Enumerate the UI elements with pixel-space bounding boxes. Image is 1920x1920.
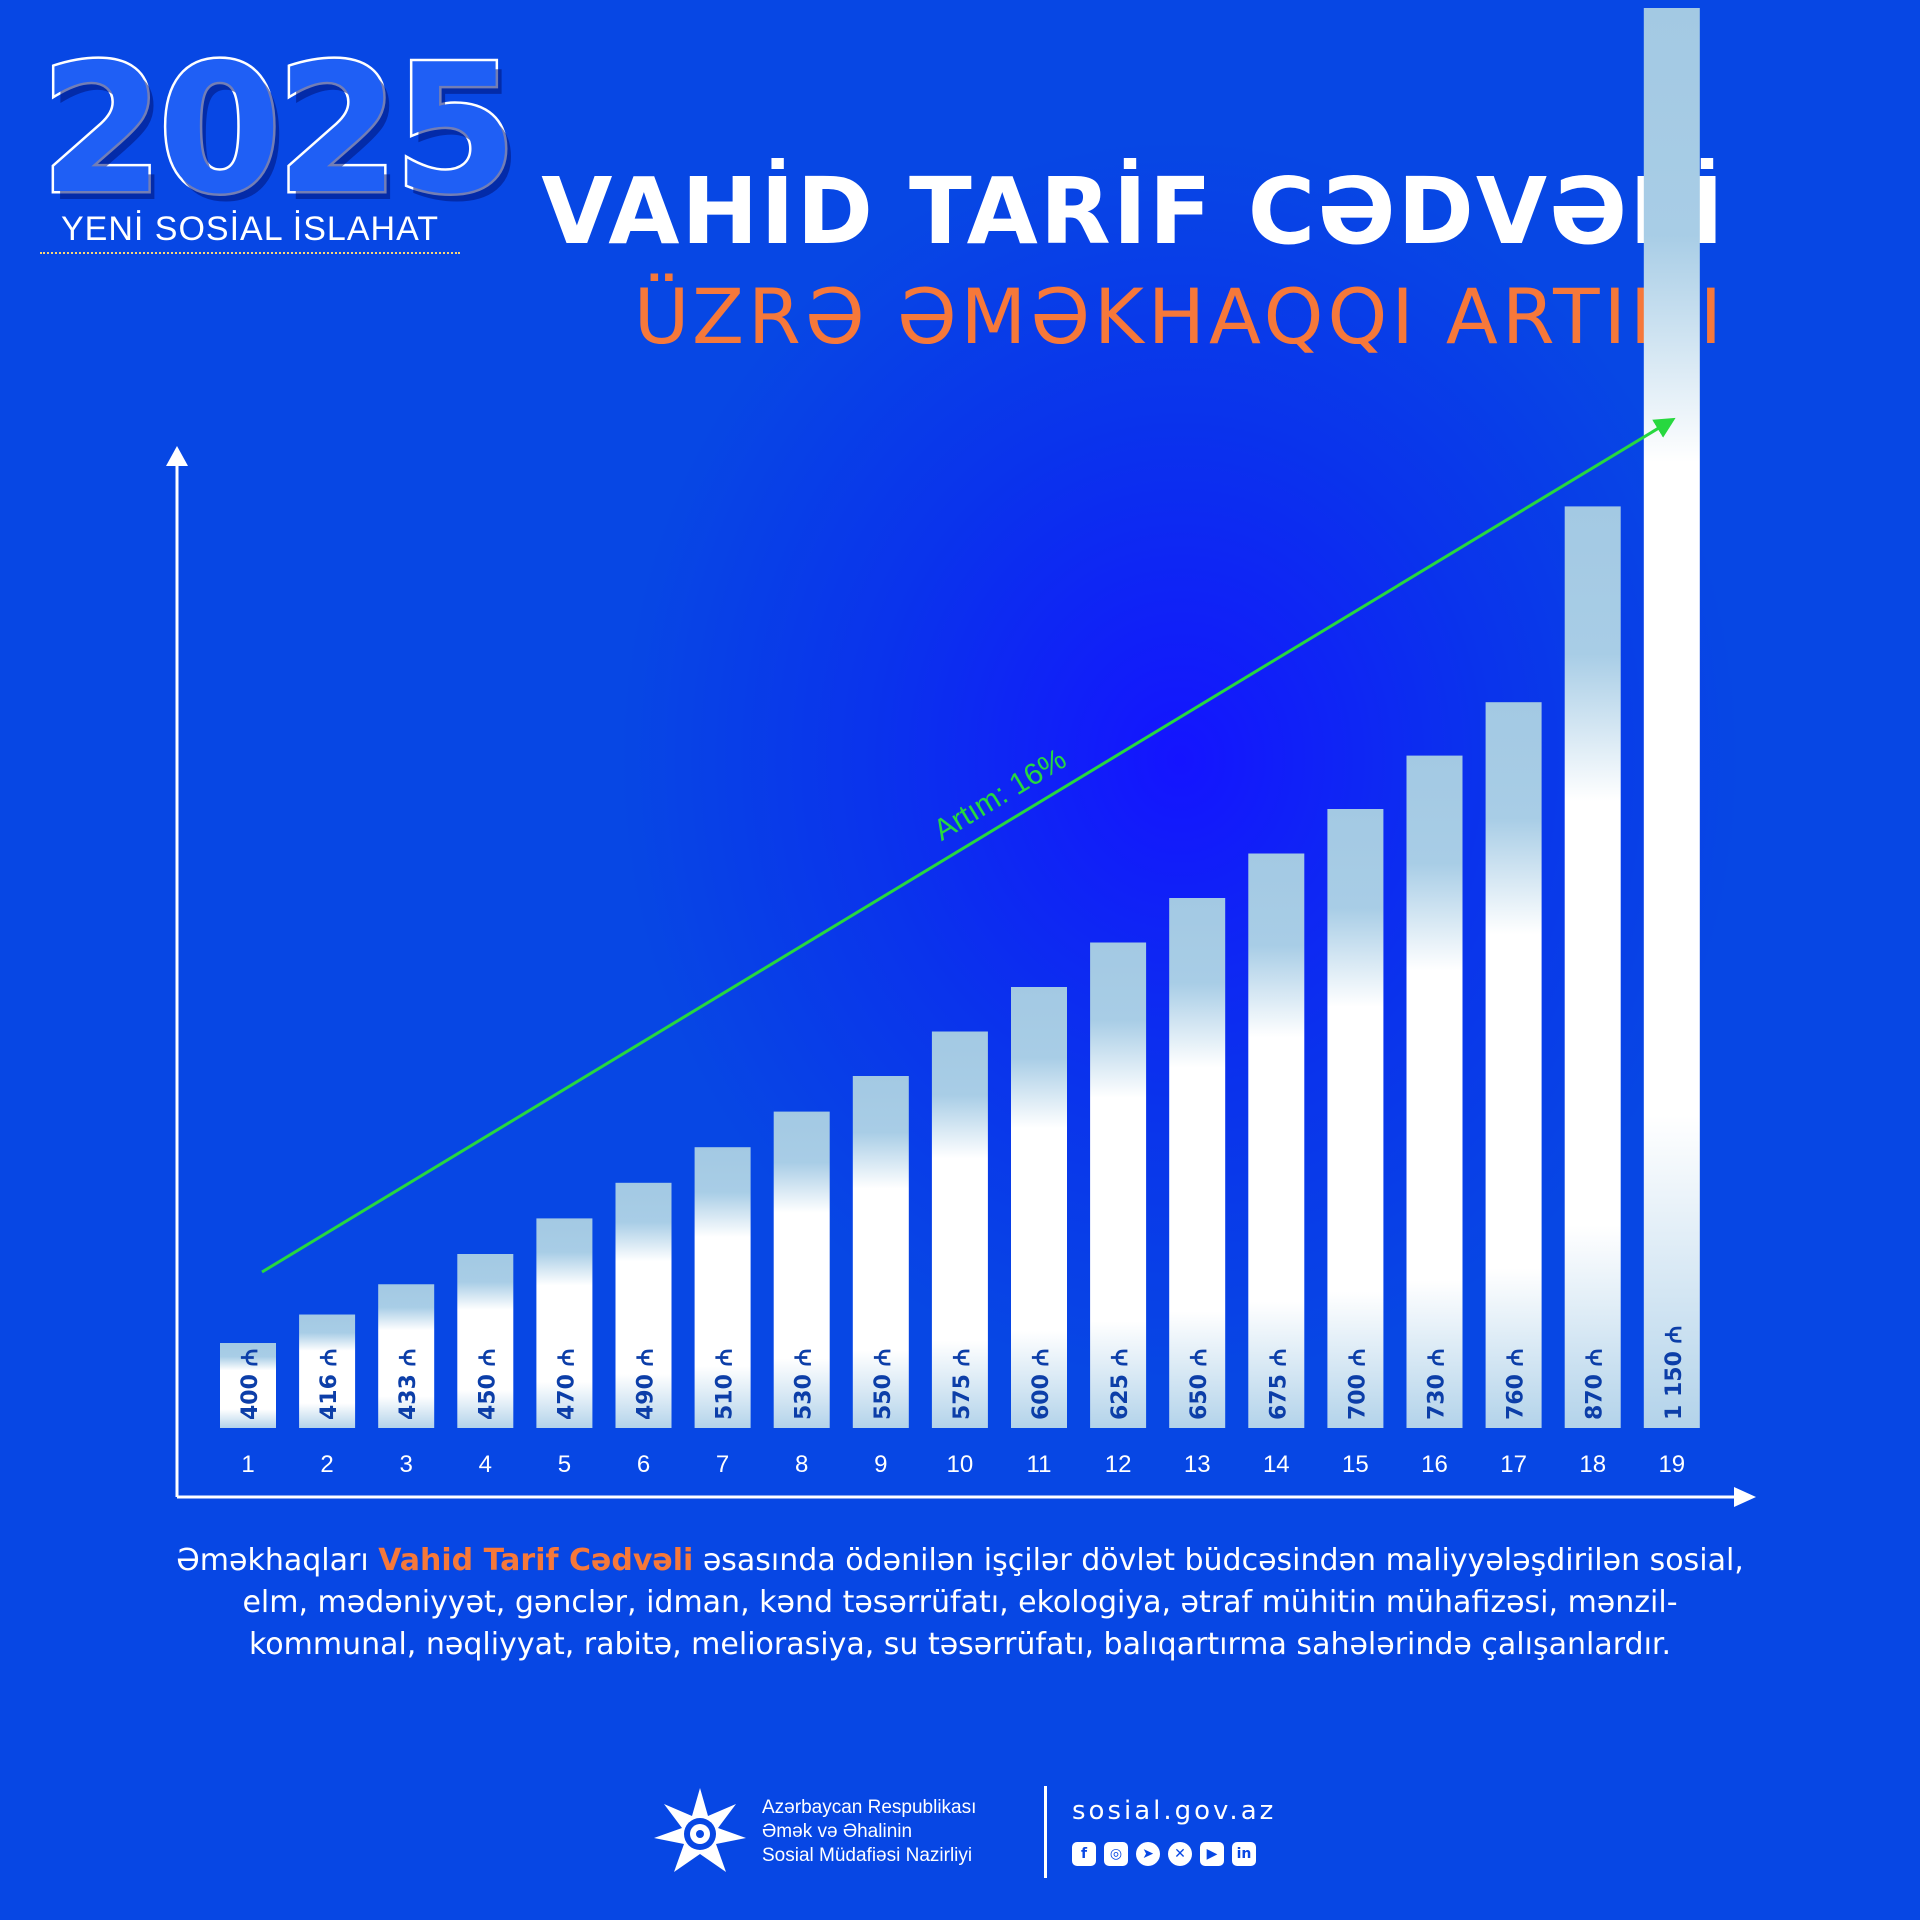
description-highlight: Vahid Tarif Cədvəli: [378, 1543, 694, 1578]
bar-2: [299, 1314, 356, 1428]
website-link[interactable]: sosial.gov.az: [1072, 1796, 1277, 1826]
x-tick-14: 14: [1263, 1451, 1290, 1478]
bar-9: [852, 1076, 909, 1428]
bar-4: [457, 1254, 514, 1428]
x-tick-4: 4: [479, 1451, 492, 1478]
bar-10: [931, 1031, 988, 1428]
bar-8: [773, 1111, 830, 1428]
value-label-7: 510 ₼: [713, 1349, 738, 1420]
value-label-18: 870 ₼: [1583, 1349, 1608, 1420]
x-tick-6: 6: [637, 1451, 650, 1478]
ministry-line-3: Sosial Müdafiəsi Nazirliyi: [762, 1845, 973, 1866]
bar-3: [378, 1284, 435, 1428]
x-tick-3: 3: [400, 1451, 413, 1478]
page-subtitle: ÜZRƏ ƏMƏKHAQQI ARTIMI: [633, 272, 1726, 361]
instagram-icon[interactable]: ◎: [1104, 1842, 1128, 1866]
x-tick-13: 13: [1184, 1451, 1211, 1478]
description-after: əsasında ödənilən işçilər dövlət büdcəsi…: [242, 1543, 1744, 1662]
value-label-8: 530 ₼: [792, 1349, 817, 1420]
bar-7: [694, 1147, 751, 1428]
badge-underline: [40, 252, 460, 254]
badge-subtitle: YENİ SOSİAL İSLAHAT: [60, 210, 439, 248]
x-tick-9: 9: [874, 1451, 887, 1478]
x-tick-16: 16: [1421, 1451, 1448, 1478]
x-tick-15: 15: [1342, 1451, 1369, 1478]
bar-18: [1564, 506, 1621, 1428]
x-tick-8: 8: [795, 1451, 808, 1478]
x-tick-7: 7: [716, 1451, 729, 1478]
bar-6: [615, 1182, 672, 1428]
value-label-17: 760 ₼: [1504, 1349, 1529, 1420]
page-title: VAHİD TARİF CƏDVƏLİ: [541, 158, 1726, 265]
x-tick-18: 18: [1579, 1451, 1606, 1478]
salary-bar-chart: 400 ₼ 416 ₼ 433 ₼ 450 ₼ 470 ₼ 490 ₼ 510 ₼ 530 ₼…: [166, 8, 1756, 1507]
bar-1: [220, 1343, 276, 1428]
ministry-logo-icon: [654, 1788, 746, 1872]
value-label-6: 490 ₼: [634, 1349, 659, 1420]
year-badge: 2025 YENİ SOSİAL İSLAHAT: [38, 26, 520, 260]
bar-16: [1406, 755, 1463, 1428]
ministry-line-1: Azərbaycan Respublikası: [762, 1797, 977, 1818]
bars-group: [220, 8, 1700, 1428]
youtube-icon[interactable]: ▶: [1200, 1842, 1224, 1866]
bar-12: [1090, 942, 1147, 1428]
x-tick-labels-group: 1 2 3 4 5 6 7 8 9 10 11 12 13 14 15 16 17 18 19: [241, 1451, 1685, 1478]
value-label-4: 450 ₼: [475, 1349, 500, 1420]
y-axis-arrow: [166, 446, 188, 466]
footer-divider: [1044, 1786, 1047, 1878]
value-label-11: 600 ₼: [1029, 1349, 1054, 1420]
x-tick-19: 19: [1658, 1451, 1685, 1478]
description-text: Əməkhaqları Vahid Tarif Cədvəli əsasında…: [160, 1540, 1760, 1666]
value-label-14: 675 ₼: [1266, 1349, 1291, 1420]
trend-arrow: [261, 417, 1676, 1274]
bar-17: [1485, 702, 1542, 1428]
description-before: Əməkhaqları: [176, 1543, 379, 1578]
value-label-9: 550 ₼: [871, 1349, 896, 1420]
badge-year: 2025: [38, 26, 520, 233]
value-label-15: 700 ₼: [1345, 1349, 1370, 1420]
value-label-2: 416 ₼: [317, 1349, 342, 1420]
linkedin-icon[interactable]: in: [1232, 1842, 1256, 1866]
x-tick-17: 17: [1500, 1451, 1527, 1478]
value-label-16: 730 ₼: [1425, 1349, 1450, 1420]
x-axis-arrow: [1734, 1487, 1756, 1507]
value-label-19: 1 150 ₼: [1662, 1326, 1687, 1420]
x-tick-1: 1: [241, 1451, 254, 1478]
value-label-5: 470 ₼: [554, 1349, 579, 1420]
value-labels-group: 400 ₼ 416 ₼ 433 ₼ 450 ₼ 470 ₼ 490 ₼ 510 ₼ 530 ₼…: [238, 1326, 1687, 1420]
bar-15: [1327, 809, 1384, 1428]
value-label-1: 400 ₼: [238, 1349, 263, 1420]
x-tick-2: 2: [320, 1451, 333, 1478]
social-icons: f ◎ ➤ ✕ ▶ in: [1072, 1842, 1256, 1866]
bar-19: [1643, 8, 1700, 1428]
x-tick-5: 5: [558, 1451, 571, 1478]
telegram-icon[interactable]: ➤: [1136, 1842, 1160, 1866]
bar-11: [1011, 987, 1067, 1428]
value-label-12: 625 ₼: [1108, 1349, 1133, 1420]
x-icon[interactable]: ✕: [1168, 1842, 1192, 1866]
value-label-3: 433 ₼: [396, 1349, 421, 1420]
ministry-name: Azərbaycan Respublikası Əmək və Əhalinin…: [762, 1796, 976, 1868]
bar-14: [1248, 853, 1305, 1428]
x-tick-11: 11: [1027, 1451, 1052, 1478]
ministry-line-2: Əmək və Əhalinin: [762, 1821, 913, 1842]
bar-5: [536, 1218, 593, 1428]
facebook-icon[interactable]: f: [1072, 1842, 1096, 1866]
value-label-13: 650 ₼: [1187, 1349, 1212, 1420]
footer: Azərbaycan Respublikası Əmək və Əhalinin…: [652, 1782, 1273, 1882]
value-label-10: 575 ₼: [950, 1349, 975, 1420]
bar-13: [1169, 898, 1226, 1428]
x-tick-10: 10: [947, 1451, 974, 1478]
chart-axes: [166, 446, 1756, 1507]
x-tick-12: 12: [1105, 1451, 1132, 1478]
